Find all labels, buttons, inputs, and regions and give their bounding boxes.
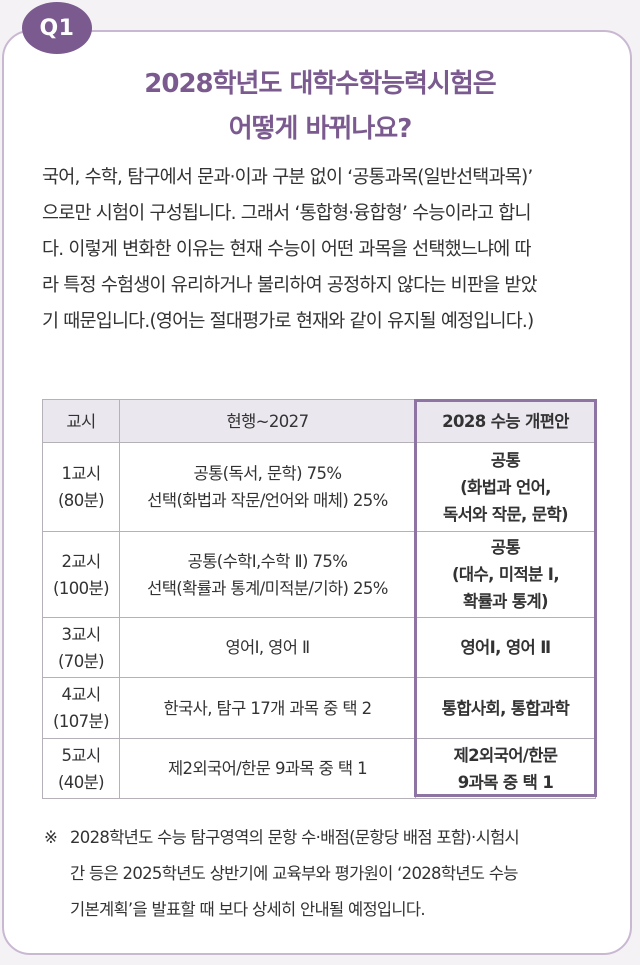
period-cell: 4교시 (107분) [42,677,120,739]
title-line-2: 어떻게 바뀌나요? [228,114,413,144]
answer-paragraph: 국어, 수학, 탐구에서 문과·이과 구분 없이 ‘공통과목(일반선택과목)’ … [42,160,602,340]
new-cell: 제2외국어/한문 9과목 중 택 1 [415,738,596,799]
new-text: 9과목 중 택 1 [457,772,554,792]
exam-comparison-table: 교시 현행~2027 2028 수능 개편안 1교시 (80분) 공통(독서, … [42,399,596,799]
period-label: 2교시 [61,551,101,571]
period-cell: 3교시 (70분) [42,617,120,678]
new-text: (대수, 미적분 Ⅰ, [451,565,560,584]
current-text: 선택(확률과 통계/미적분/기하) 25% [147,578,388,598]
footnote-line: 2028학년도 수능 탐구영역의 문항 수·배점(문항당 배점 포함)·시험시 [70,828,520,847]
new-cell: 공통 (대수, 미적분 Ⅰ, 확률과 통계) [415,531,596,618]
table-row: 1교시 (80분) 공통(독서, 문학) 75% 선택(화법과 작문/언어와 매… [42,442,596,532]
footnote-text: 2028학년도 수능 탐구영역의 문항 수·배점(문항당 배점 포함)·시험시 … [44,820,604,928]
table-header-row: 교시 현행~2027 2028 수능 개편안 [42,399,596,443]
current-text: 공통(수학Ⅰ,수학 Ⅱ) 75% [187,551,348,571]
current-cell: 제2외국어/한문 9과목 중 택 1 [119,738,416,799]
footnote: ※ 2028학년도 수능 탐구영역의 문항 수·배점(문항당 배점 포함)·시험… [44,820,604,928]
header-period: 교시 [42,399,120,443]
period-duration: (40분) [57,772,105,792]
table-row: 5교시 (40분) 제2외국어/한문 9과목 중 택 1 제2외국어/한문 9과… [42,738,596,799]
new-text: 제2외국어/한문 [453,745,558,765]
new-cell: 영어Ⅰ, 영어 Ⅱ [415,617,596,678]
header-current: 현행~2027 [119,399,416,443]
current-cell: 공통(독서, 문학) 75% 선택(화법과 작문/언어와 매체) 25% [119,442,416,532]
table-row: 4교시 (107분) 한국사, 탐구 17개 과목 중 택 2 통합사회, 통합… [42,677,596,739]
period-duration: (107분) [53,712,110,731]
period-duration: (70분) [57,651,105,671]
new-text: 영어Ⅰ, 영어 Ⅱ [460,638,551,657]
new-text: (화법과 언어, [460,477,551,497]
period-duration: (80분) [57,491,105,510]
current-text: 제2외국어/한문 9과목 중 택 1 [167,759,368,778]
question-title: 2028학년도 대학수학능력시험은 어떻게 바뀌나요? [0,62,640,152]
new-cell: 통합사회, 통합과학 [415,677,596,739]
new-text: 확률과 통계) [463,592,549,611]
current-text: 공통(독서, 문학) 75% [193,464,343,483]
question-badge: Q1 [22,2,92,54]
current-text: 영어Ⅰ, 영어 Ⅱ [225,638,310,657]
period-label: 5교시 [61,745,101,765]
paragraph-line: 국어, 수학, 탐구에서 문과·이과 구분 없이 ‘공통과목(일반선택과목)’ [42,167,533,188]
new-text: 공통 [490,450,521,470]
current-cell: 공통(수학Ⅰ,수학 Ⅱ) 75% 선택(확률과 통계/미적분/기하) 25% [119,531,416,618]
new-text: 통합사회, 통합과학 [441,698,570,718]
paragraph-line: 라 특정 수험생이 유리하거나 불리하여 공정하지 않다는 비판을 받았 [42,275,538,296]
period-duration: (100분) [53,578,110,598]
period-cell: 1교시 (80분) [42,442,120,532]
current-text: 한국사, 탐구 17개 과목 중 택 2 [163,698,372,718]
new-text: 공통 [490,538,521,557]
header-new: 2028 수능 개편안 [415,399,596,443]
paragraph-line: 기 때문입니다.(영어는 절대평가로 현재와 같이 유지될 예정입니다.) [42,311,534,332]
period-label: 1교시 [61,464,101,483]
new-cell: 공통 (화법과 언어, 독서와 작문, 문학) [415,442,596,532]
paragraph-line: 으로만 시험이 구성됩니다. 그래서 ‘통합형·융합형’ 수능이라고 합니 [42,203,532,224]
period-label: 3교시 [61,624,101,644]
period-label: 4교시 [61,685,101,704]
footnote-line: 간 등은 2025학년도 상반기에 교육부와 평가원이 ‘2028학년도 수능 [70,864,518,883]
reference-mark-icon: ※ [44,828,58,847]
current-cell: 한국사, 탐구 17개 과목 중 택 2 [119,677,416,739]
period-cell: 2교시 (100분) [42,531,120,618]
footnote-line: 기본계획’을 발표할 때 보다 상세히 안내될 예정입니다. [70,900,426,919]
current-text: 선택(화법과 작문/언어와 매체) 25% [147,491,388,510]
current-cell: 영어Ⅰ, 영어 Ⅱ [119,617,416,678]
period-cell: 5교시 (40분) [42,738,120,799]
new-text: 독서와 작문, 문학) [443,504,569,524]
paragraph-line: 다. 이렇게 변화한 이유는 현재 수능이 어떤 과목을 선택했느냐에 따 [42,239,532,260]
table-row: 3교시 (70분) 영어Ⅰ, 영어 Ⅱ 영어Ⅰ, 영어 Ⅱ [42,617,596,678]
table-row: 2교시 (100분) 공통(수학Ⅰ,수학 Ⅱ) 75% 선택(확률과 통계/미적… [42,531,596,618]
title-line-1: 2028학년도 대학수학능력시험은 [144,69,496,99]
